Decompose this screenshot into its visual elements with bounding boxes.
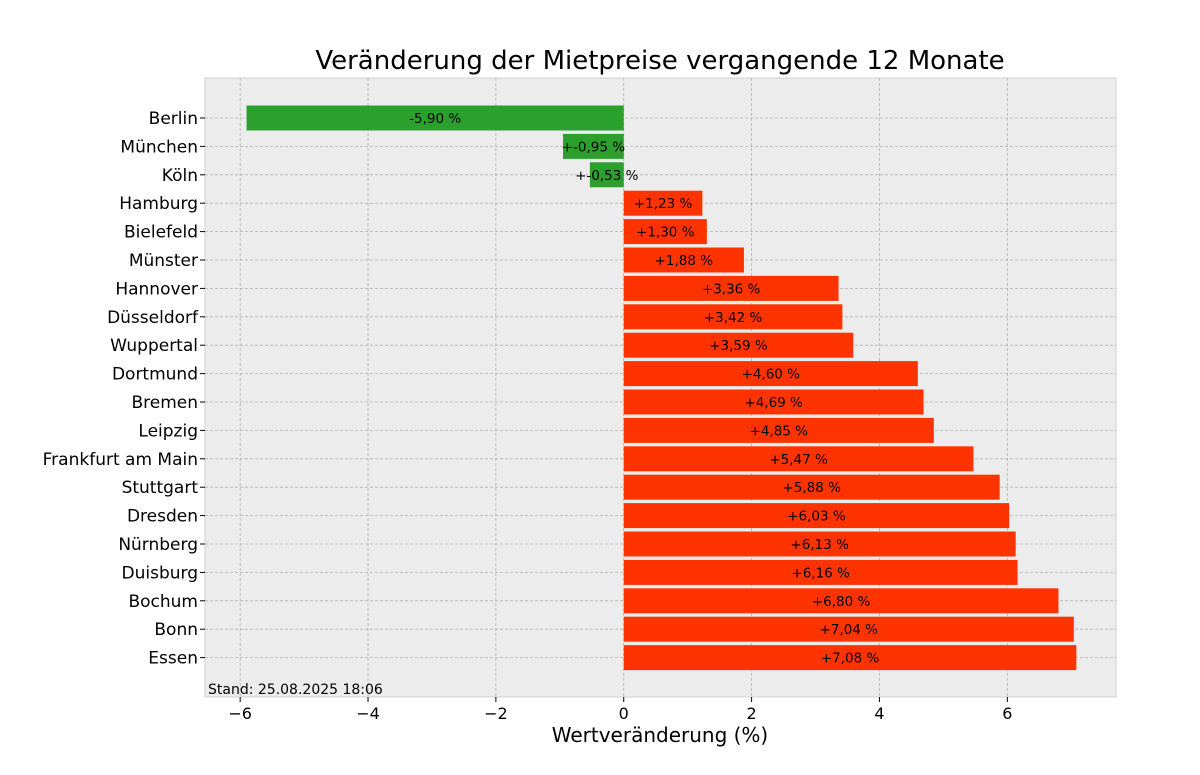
bar-value-label: +7,08 % <box>821 651 880 667</box>
data-labels: -5,90 % +-0,95 % +-0,53 % +1,23 % +1,30 % +1,… <box>409 111 879 667</box>
bar-17 <box>623 588 1059 614</box>
y-tick-label: Nürnberg <box>118 535 198 555</box>
y-tick-label: Bremen <box>131 393 198 413</box>
bar-value-label: +5,47 % <box>769 452 828 468</box>
bar-value-label: +6,80 % <box>812 594 871 610</box>
bar-11 <box>623 417 934 443</box>
bar-value-label: +4,85 % <box>750 423 809 439</box>
bar-19 <box>623 645 1077 671</box>
y-tick-label: Münster <box>129 251 198 271</box>
y-axis-ticks: Berlin München Köln Hamburg Bielefeld Münster… <box>43 109 205 669</box>
bar-4 <box>623 219 707 245</box>
y-tick-label: Leipzig <box>138 421 198 441</box>
bar-value-label: +6,16 % <box>791 565 850 581</box>
bar-value-label: +-0,95 % <box>562 139 626 155</box>
bar-16 <box>623 559 1018 585</box>
bar-3 <box>623 190 703 216</box>
bar-0 <box>246 105 624 131</box>
y-tick-label: Düsseldorf <box>107 308 199 328</box>
y-tick-label: Frankfurt am Main <box>43 450 198 470</box>
bar-value-label: +4,69 % <box>744 395 803 411</box>
y-tick-label: Berlin <box>149 109 198 129</box>
x-tick-label: −4 <box>356 704 380 723</box>
bar-value-label: +3,59 % <box>709 338 768 354</box>
bar-value-label: +3,36 % <box>702 281 761 297</box>
bar-value-label: +-0,53 % <box>575 168 639 184</box>
y-tick-label: Hamburg <box>119 194 198 214</box>
bar-10 <box>623 389 924 415</box>
y-tick-label: Bonn <box>154 620 198 640</box>
bar-7 <box>623 304 843 330</box>
chart-title: Veränderung der Mietpreise vergangende 1… <box>315 46 1004 76</box>
y-tick-label: Essen <box>148 649 198 669</box>
y-tick-label: Bochum <box>128 592 198 612</box>
bars <box>246 105 1077 671</box>
bar-value-label: +1,23 % <box>634 196 693 212</box>
bar-9 <box>623 361 918 387</box>
y-tick-label: Stuttgart <box>122 478 199 498</box>
bar-value-label: +6,03 % <box>787 509 846 525</box>
bar-18 <box>623 616 1074 642</box>
bar-value-label: -5,90 % <box>409 111 461 127</box>
timestamp-annotation: Stand: 25.08.2025 18:06 <box>208 682 383 698</box>
y-tick-label: Hannover <box>115 279 198 299</box>
bar-8 <box>623 332 854 358</box>
x-tick-label: 0 <box>619 704 629 723</box>
x-tick-label: 6 <box>1002 704 1012 723</box>
x-axis-label: Wertveränderung (%) <box>552 723 769 747</box>
x-tick-label: −2 <box>484 704 508 723</box>
x-tick-label: 4 <box>874 704 884 723</box>
bar-6 <box>623 275 839 301</box>
bar-12 <box>623 446 974 472</box>
bar-14 <box>623 503 1010 529</box>
x-axis-ticks: −6 −4 −2 0 2 4 6 <box>228 697 1012 723</box>
bar-15 <box>623 531 1016 557</box>
bar-1 <box>563 133 624 159</box>
bar-value-label: +1,88 % <box>655 253 714 269</box>
y-tick-label: Bielefeld <box>124 223 198 243</box>
x-tick-label: −6 <box>228 704 252 723</box>
bar-value-label: +1,30 % <box>636 225 695 241</box>
bar-2 <box>589 162 624 188</box>
bar-value-label: +4,60 % <box>742 367 801 383</box>
y-tick-label: München <box>120 137 198 157</box>
x-tick-label: 2 <box>747 704 757 723</box>
bar-13 <box>623 474 1000 500</box>
bar-value-label: +7,04 % <box>820 622 879 638</box>
y-tick-label: Duisburg <box>122 563 199 583</box>
y-tick-label: Köln <box>162 166 198 186</box>
y-tick-label: Dresden <box>127 507 198 527</box>
bar-5 <box>623 247 744 273</box>
bar-value-label: +3,42 % <box>704 310 763 326</box>
bar-value-label: +6,13 % <box>790 537 849 553</box>
y-tick-label: Dortmund <box>112 365 198 385</box>
y-tick-label: Wuppertal <box>110 336 198 356</box>
bar-value-label: +5,88 % <box>782 480 841 496</box>
